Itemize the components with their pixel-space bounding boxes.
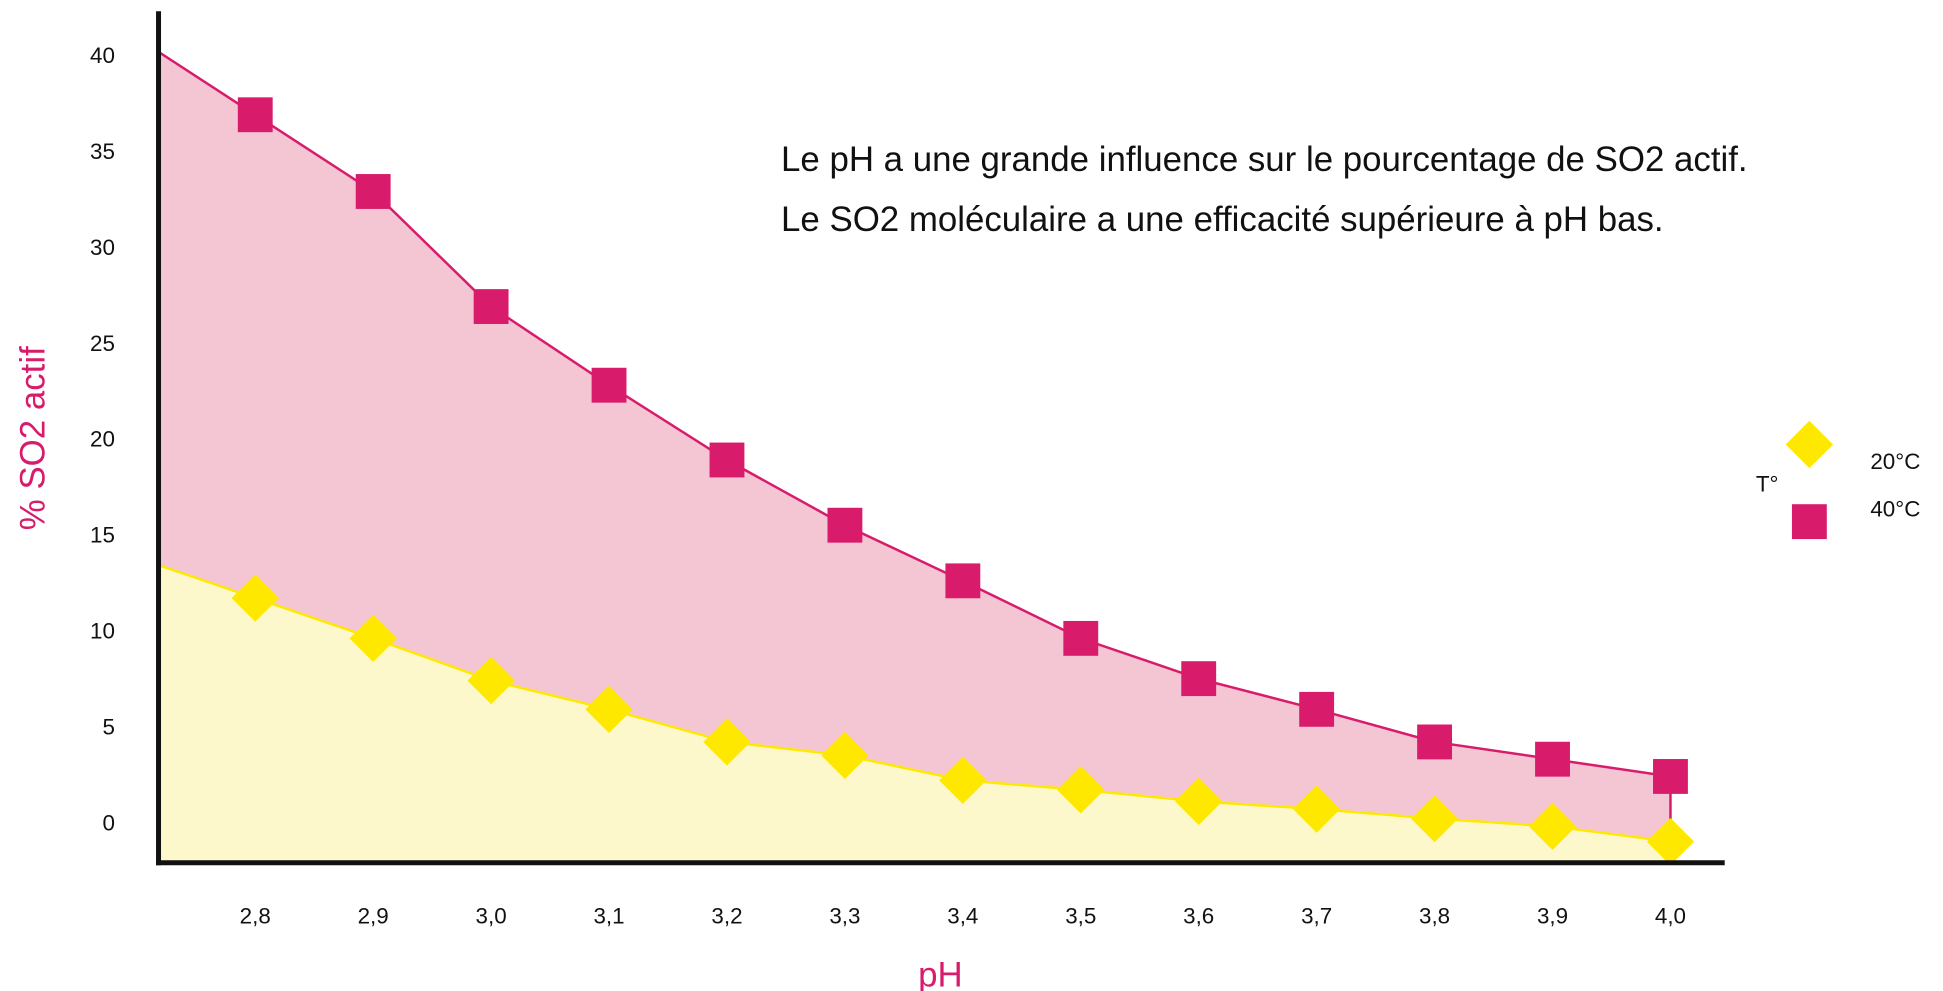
area-fill bbox=[158, 565, 1671, 863]
x-tick-label: 3,1 bbox=[593, 903, 624, 928]
legend-label: 40°C bbox=[1870, 496, 1920, 521]
marker bbox=[349, 614, 397, 663]
y-tick-label: 25 bbox=[90, 331, 115, 356]
y-tick-label: 15 bbox=[90, 523, 115, 548]
marker bbox=[591, 367, 627, 403]
x-tick-label: 3,7 bbox=[1301, 903, 1332, 928]
marker bbox=[1410, 795, 1459, 843]
x-tick-label: 3,2 bbox=[711, 903, 742, 928]
marker bbox=[821, 731, 869, 780]
marker bbox=[473, 289, 509, 324]
annotation: Le pH a une grande influence sur le pour… bbox=[781, 140, 1748, 179]
y-tick-label: 10 bbox=[90, 619, 115, 644]
x-axis-label: pH bbox=[918, 956, 963, 991]
marker bbox=[237, 97, 273, 133]
marker bbox=[1292, 785, 1341, 833]
marker bbox=[703, 718, 751, 766]
marker bbox=[939, 756, 987, 804]
y-tick-label: 5 bbox=[103, 714, 115, 739]
marker bbox=[1417, 724, 1453, 760]
marker bbox=[1299, 691, 1335, 727]
marker bbox=[827, 507, 863, 543]
x-tick-label: 2,8 bbox=[240, 903, 271, 928]
marker bbox=[709, 442, 745, 478]
x-tick-label: 3,4 bbox=[947, 903, 978, 928]
marker bbox=[1063, 620, 1099, 656]
marker bbox=[467, 656, 515, 705]
x-tick-label: 3,8 bbox=[1419, 903, 1450, 928]
marker bbox=[1646, 818, 1695, 866]
marker bbox=[355, 174, 391, 209]
marker bbox=[945, 563, 981, 599]
annotation: Le SO2 moléculaire a une efficacité supé… bbox=[781, 200, 1664, 239]
y-axis-label: % SO2 actif bbox=[13, 346, 52, 530]
x-tick-label: 2,9 bbox=[358, 903, 389, 928]
marker bbox=[1175, 777, 1223, 826]
x-tick-label: 3,6 bbox=[1183, 903, 1214, 928]
y-tick-label: 35 bbox=[90, 139, 115, 164]
y-tick-label: 0 bbox=[103, 810, 115, 835]
marker bbox=[231, 574, 279, 622]
line bbox=[157, 50, 1671, 778]
legend-swatch bbox=[1785, 420, 1834, 469]
y-tick-label: 40 bbox=[90, 43, 115, 68]
marker bbox=[1057, 766, 1105, 814]
x-tick-label: 3,0 bbox=[476, 903, 507, 928]
marker bbox=[585, 685, 633, 733]
legend-title: T° bbox=[1756, 471, 1779, 496]
x-tick-label: 3,3 bbox=[829, 903, 860, 928]
x-tick-label: 3,5 bbox=[1065, 903, 1096, 928]
marker bbox=[1181, 661, 1217, 697]
marker bbox=[1535, 741, 1570, 777]
marker bbox=[1653, 759, 1688, 794]
marker bbox=[1528, 802, 1577, 850]
x-tick-label: 3,9 bbox=[1537, 903, 1568, 928]
area-fill bbox=[158, 51, 1671, 842]
legend-label: 20°C bbox=[1870, 449, 1920, 474]
x-tick-label: 4,0 bbox=[1655, 903, 1686, 928]
y-tick-label: 30 bbox=[90, 235, 115, 260]
legend-swatch bbox=[1791, 504, 1827, 540]
y-tick-label: 20 bbox=[90, 427, 115, 452]
